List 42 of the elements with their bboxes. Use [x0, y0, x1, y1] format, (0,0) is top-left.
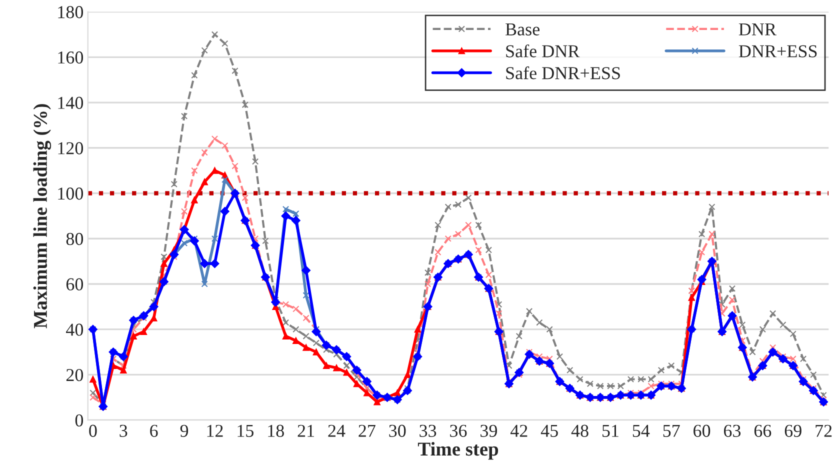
x-tick-label: 33 [420, 424, 436, 437]
y-tick-label: 180 [58, 6, 84, 18]
x-tick-label: 6 [150, 424, 158, 437]
y-tick-label: 160 [58, 51, 84, 64]
legend-label: DNR [738, 23, 776, 36]
x-tick-label: 9 [180, 424, 188, 437]
x-tick-label: 42 [510, 424, 528, 437]
x-tick-label: 54 [632, 424, 650, 437]
x-axis-title: Time step [418, 442, 498, 460]
y-tick-label: 20 [66, 368, 84, 382]
y-tick-label: 40 [66, 324, 84, 336]
x-tick-label: 39 [480, 424, 497, 437]
x-tick-label: 66 [754, 424, 772, 437]
x-tick-label: 24 [328, 424, 346, 437]
legend-label: DNR+ESS [738, 45, 817, 58]
x-tick-label: 51 [602, 424, 618, 437]
y-tick-label: 80 [66, 232, 84, 246]
y-tick-label: 100 [58, 188, 84, 200]
x-tick-label: 63 [724, 424, 741, 437]
x-tick-label: 57 [663, 424, 680, 437]
x-tick-label: 0 [89, 424, 97, 437]
x-tick-label: 45 [540, 424, 558, 437]
x-tick-label: 15 [238, 424, 254, 437]
x-tick-label: 72 [816, 424, 832, 437]
x-tick-label: 69 [784, 424, 802, 437]
legend-label: Safe DNR [506, 44, 580, 58]
x-tick-label: 60 [694, 424, 710, 437]
y-tick-label: 120 [58, 142, 84, 154]
x-tick-label: 3 [120, 424, 128, 437]
y-tick-label: 140 [58, 96, 84, 109]
x-tick-label: 18 [268, 424, 284, 437]
x-tick-label: 12 [207, 424, 223, 437]
y-tick-label: 60 [66, 278, 84, 290]
legend-label: Base [506, 23, 540, 36]
x-tick-label: 36 [450, 424, 467, 437]
y-tick-label: 0 [75, 414, 84, 427]
legend-label: Safe DNR+ESS [506, 66, 620, 80]
y-axis-title: Maximum line loading (%) [33, 104, 52, 328]
x-tick-label: 30 [389, 424, 406, 437]
x-tick-label: 21 [298, 424, 314, 437]
x-tick-label: 27 [358, 424, 376, 437]
x-tick-label: 48 [571, 424, 588, 437]
